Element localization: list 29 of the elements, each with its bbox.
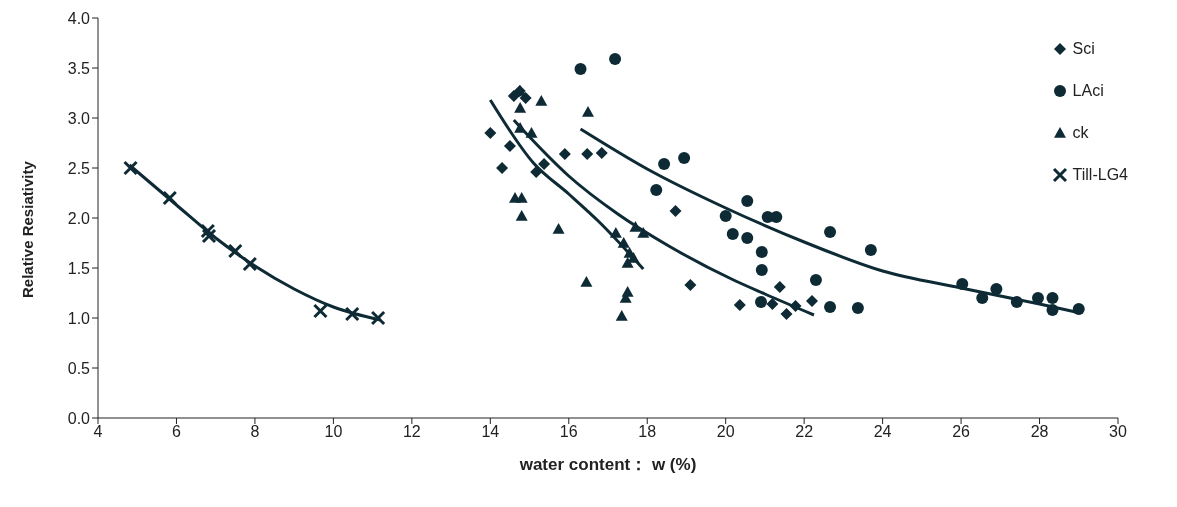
x-tick-label: 6 (172, 423, 182, 441)
x-tick-label: 30 (1109, 423, 1127, 441)
x-tick-label: 16 (559, 423, 578, 441)
x-tick-label: 8 (250, 423, 260, 441)
x-tick-label: 20 (716, 423, 735, 441)
y-tick-label: 2.5 (67, 159, 91, 177)
legend-label: ck (1072, 124, 1089, 142)
x-tick-label: 24 (873, 423, 892, 441)
y-tick-label: 1.5 (67, 259, 91, 277)
y-tick-label: 4.0 (67, 9, 91, 27)
y-axis-title: Relative Resiativity (19, 160, 37, 298)
x-tick-label: 12 (402, 423, 421, 441)
x-tick-label: 18 (638, 423, 657, 441)
y-tick-label: 1.0 (67, 309, 91, 327)
y-tick-label: 0.5 (67, 359, 91, 377)
y-tick-label: 3.0 (67, 109, 91, 127)
y-tick-label: 3.5 (67, 59, 91, 77)
legend-label: Till-LG4 (1072, 166, 1128, 184)
legend-label: LAci (1072, 82, 1104, 100)
x-axis-title: water content： w (%) (518, 455, 697, 474)
x-tick-label: 4 (93, 423, 103, 441)
x-tick-label: 28 (1030, 423, 1049, 441)
x-tick-label: 22 (795, 423, 814, 441)
legend-label: Sci (1072, 40, 1095, 58)
y-tick-label: 0.0 (67, 409, 91, 427)
x-tick-label: 26 (952, 423, 971, 441)
y-tick-label: 2.0 (67, 209, 91, 227)
x-tick-label: 10 (324, 423, 343, 441)
x-tick-label: 14 (481, 423, 500, 441)
